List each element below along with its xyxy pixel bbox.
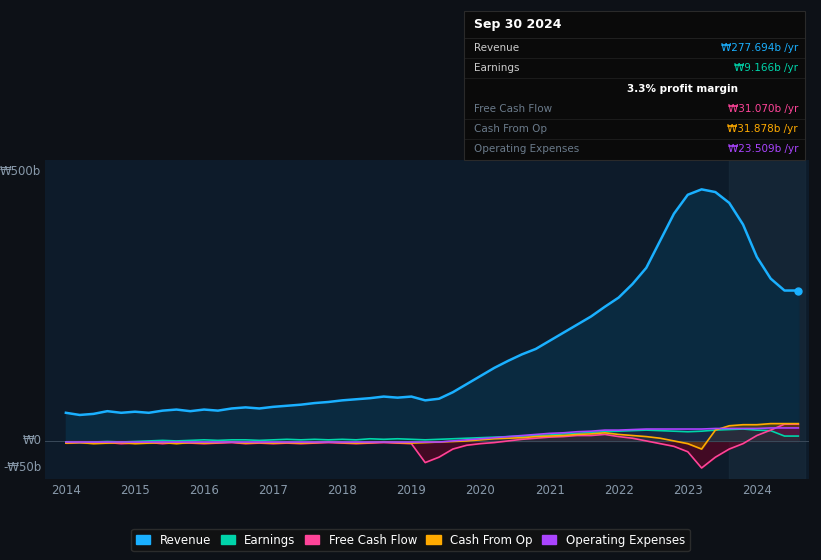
Bar xyxy=(729,160,805,479)
Text: ₩0: ₩0 xyxy=(22,435,41,447)
Text: -₩50b: -₩50b xyxy=(3,461,41,474)
Legend: Revenue, Earnings, Free Cash Flow, Cash From Op, Operating Expenses: Revenue, Earnings, Free Cash Flow, Cash … xyxy=(131,529,690,551)
Text: Earnings: Earnings xyxy=(474,63,519,73)
Text: ₩277.694b /yr: ₩277.694b /yr xyxy=(721,43,798,53)
Text: ₩31.070b /yr: ₩31.070b /yr xyxy=(727,104,798,114)
Text: ₩31.878b /yr: ₩31.878b /yr xyxy=(727,124,798,134)
Text: ₩9.166b /yr: ₩9.166b /yr xyxy=(734,63,798,73)
Text: ₩23.509b /yr: ₩23.509b /yr xyxy=(727,144,798,155)
Text: 3.3% profit margin: 3.3% profit margin xyxy=(627,83,738,94)
Text: ₩500b: ₩500b xyxy=(0,165,41,179)
Text: Free Cash Flow: Free Cash Flow xyxy=(474,104,552,114)
Text: Operating Expenses: Operating Expenses xyxy=(474,144,579,155)
Text: Revenue: Revenue xyxy=(474,43,519,53)
Text: Sep 30 2024: Sep 30 2024 xyxy=(474,18,562,31)
Text: Cash From Op: Cash From Op xyxy=(474,124,547,134)
